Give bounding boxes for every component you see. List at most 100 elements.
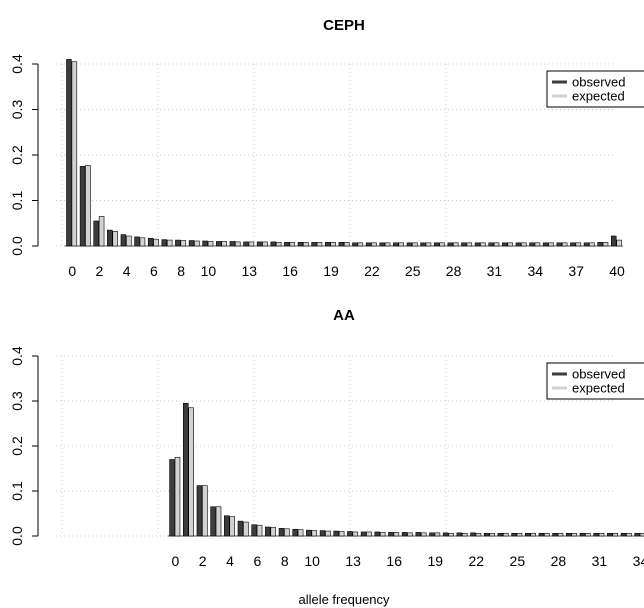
bar-observed bbox=[401, 532, 408, 537]
bar-observed bbox=[319, 530, 326, 537]
bar-observed bbox=[593, 532, 599, 537]
x-tick-label: 31 bbox=[592, 553, 608, 569]
bar-observed bbox=[216, 241, 222, 247]
bar-expected bbox=[612, 532, 619, 537]
x-tick-label: 22 bbox=[469, 553, 485, 569]
bar-expected bbox=[575, 242, 582, 247]
bar-observed bbox=[524, 532, 531, 537]
bar-expected bbox=[153, 238, 159, 247]
bar-observed bbox=[566, 532, 572, 537]
bar-expected bbox=[221, 241, 227, 247]
bar-observed bbox=[515, 242, 522, 247]
y-tick-label: 0.0 bbox=[9, 526, 25, 546]
bar-expected bbox=[475, 532, 482, 537]
bar-observed bbox=[265, 526, 271, 537]
bar-expected bbox=[289, 242, 296, 247]
bar-observed bbox=[483, 532, 490, 537]
bar-observed bbox=[415, 532, 422, 537]
bar-observed bbox=[406, 242, 413, 247]
bar-observed bbox=[542, 242, 549, 247]
bar-observed bbox=[538, 532, 545, 537]
bar-observed bbox=[196, 485, 203, 537]
bar-expected bbox=[284, 528, 290, 537]
bar-expected bbox=[316, 242, 323, 247]
bar-expected bbox=[507, 242, 513, 247]
x-tick-label: 13 bbox=[241, 263, 257, 279]
y-axis: 0.0 0.1 0.2 0.3 0.4 bbox=[9, 346, 39, 546]
x-tick-label: 8 bbox=[177, 263, 185, 279]
bar-observed bbox=[270, 241, 277, 247]
bar-observed bbox=[134, 236, 140, 247]
bar-observed bbox=[497, 532, 504, 537]
bar-expected bbox=[256, 524, 263, 537]
bar-observed bbox=[620, 532, 627, 537]
x-tick-label: 19 bbox=[427, 553, 443, 569]
legend-label-expected: expected bbox=[572, 381, 625, 396]
bar-observed bbox=[433, 242, 440, 247]
bar-observed bbox=[188, 240, 195, 247]
bar-observed bbox=[161, 239, 168, 247]
bar-expected bbox=[85, 165, 91, 247]
bar-observed bbox=[243, 241, 249, 247]
bar-observed bbox=[556, 242, 563, 247]
bar-expected bbox=[412, 242, 418, 247]
bar-observed bbox=[365, 242, 372, 247]
bar-expected bbox=[243, 521, 249, 537]
bar-observed bbox=[379, 242, 385, 247]
bar-expected bbox=[589, 242, 595, 247]
bar-expected bbox=[530, 532, 536, 537]
bar-expected bbox=[311, 530, 318, 537]
x-tick-label: 16 bbox=[386, 553, 402, 569]
x-tick-label: 19 bbox=[323, 263, 339, 279]
chart-title-aa: AA bbox=[333, 307, 355, 324]
bar-expected bbox=[338, 531, 345, 537]
bar-expected bbox=[384, 242, 391, 247]
grid bbox=[56, 63, 616, 247]
bar-observed bbox=[597, 242, 603, 247]
bar-expected bbox=[303, 242, 309, 247]
bar-observed bbox=[570, 242, 576, 247]
bar-expected bbox=[215, 506, 222, 537]
bar-expected bbox=[571, 532, 577, 537]
bar-observed bbox=[333, 530, 339, 537]
grid bbox=[56, 355, 616, 537]
bar-observed bbox=[224, 515, 230, 537]
y-tick-label: 0.3 bbox=[9, 391, 25, 411]
bar-expected bbox=[98, 216, 105, 247]
bar-observed bbox=[393, 242, 399, 247]
bar-observed bbox=[93, 220, 99, 247]
bar-observed bbox=[66, 59, 72, 247]
x-tick-label: 4 bbox=[226, 553, 234, 569]
legend-box bbox=[546, 70, 644, 108]
x-tick-label: 2 bbox=[96, 263, 104, 279]
bar-observed bbox=[488, 242, 494, 247]
legend-label-observed: observed bbox=[572, 367, 625, 382]
bar-expected bbox=[262, 241, 268, 247]
legend-label-expected: expected bbox=[572, 89, 625, 104]
bar-expected bbox=[207, 241, 214, 247]
bar-observed bbox=[634, 532, 640, 537]
bar-observed bbox=[420, 242, 426, 247]
bar-observed bbox=[374, 531, 381, 537]
bar-expected bbox=[275, 242, 282, 247]
bar-expected bbox=[112, 231, 118, 247]
bar-expected bbox=[248, 241, 255, 247]
bar-expected bbox=[126, 235, 132, 247]
x-tick-label: 2 bbox=[199, 553, 207, 569]
bar-observed bbox=[251, 524, 257, 537]
bar-observed bbox=[461, 242, 467, 247]
bar-observed bbox=[470, 532, 476, 537]
x-tick-label: 34 bbox=[528, 263, 544, 279]
bar-observed bbox=[442, 532, 449, 537]
bar-expected bbox=[188, 407, 194, 537]
y-tick-label: 0.1 bbox=[9, 191, 25, 211]
bar-observed bbox=[278, 528, 285, 537]
bar-expected bbox=[379, 532, 386, 537]
bar-expected bbox=[202, 485, 208, 537]
bar-observed bbox=[237, 520, 244, 537]
bar-expected bbox=[139, 237, 146, 247]
bar-expected bbox=[489, 532, 495, 537]
bar-expected bbox=[344, 242, 350, 247]
